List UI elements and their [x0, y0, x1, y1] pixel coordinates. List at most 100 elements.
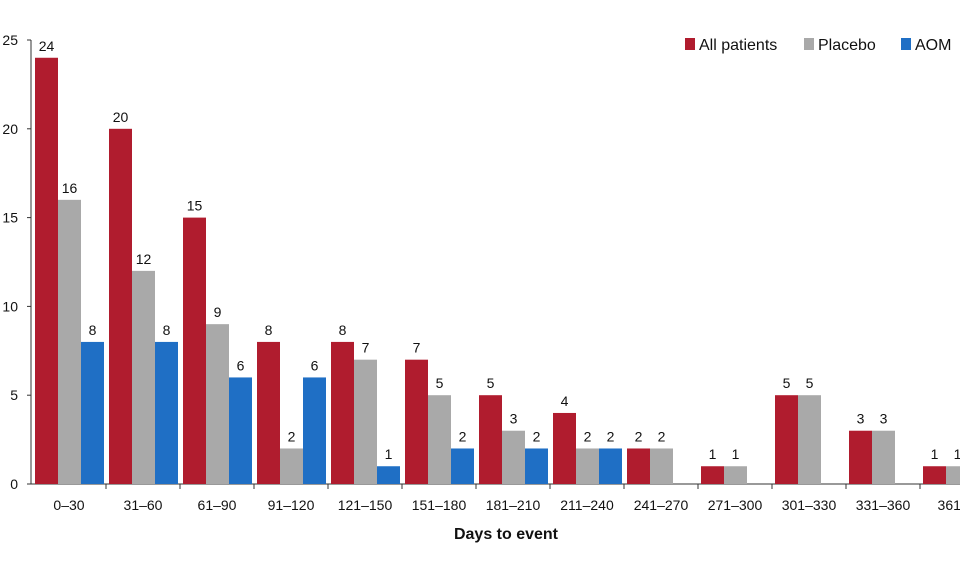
x-tick-label: 181–210	[486, 497, 541, 513]
data-label: 20	[113, 109, 129, 125]
data-label: 12	[136, 251, 152, 267]
bar-aom	[525, 448, 548, 484]
data-label: 15	[187, 198, 203, 214]
data-label: 1	[385, 446, 393, 462]
data-label: 8	[163, 322, 171, 338]
bar-all-patients	[479, 395, 502, 484]
data-label: 2	[658, 428, 666, 444]
y-tick-label: 10	[2, 298, 18, 314]
bar-all-patients	[109, 128, 132, 485]
legend-swatch	[804, 38, 814, 50]
bar-aom	[451, 448, 474, 484]
x-tick-label: 91–120	[268, 497, 315, 513]
bar-placebo	[132, 270, 155, 484]
data-label: 2	[533, 428, 541, 444]
legend-swatch	[901, 38, 911, 50]
data-label: 6	[311, 357, 319, 373]
data-label: 8	[89, 322, 97, 338]
data-label: 6	[237, 357, 245, 373]
data-label: 5	[783, 375, 791, 391]
x-tick-label: 331–360	[856, 497, 911, 513]
legend-label: Placebo	[818, 37, 876, 54]
bar-all-patients	[257, 341, 280, 484]
bar-placebo	[872, 430, 895, 484]
x-tick-label: 0–30	[53, 497, 84, 513]
bar-placebo	[58, 199, 81, 484]
x-tick-label: 121–150	[338, 497, 393, 513]
legend-swatch	[685, 38, 695, 50]
bar-placebo	[502, 430, 525, 484]
y-tick-label: 15	[2, 210, 18, 226]
bar-placebo	[206, 324, 229, 484]
bar-all-patients	[553, 412, 576, 484]
bar-all-patients	[701, 466, 724, 484]
x-tick-label: 271–300	[708, 497, 763, 513]
y-tick-label: 5	[10, 387, 18, 403]
data-label: 3	[857, 411, 865, 427]
bar-placebo	[650, 448, 673, 484]
data-label: 8	[265, 322, 273, 338]
bar-aom	[303, 377, 326, 484]
y-axis-ticks: 0 5 10 15 20 25	[2, 32, 31, 492]
data-label: 5	[806, 375, 814, 391]
bar-all-patients	[849, 430, 872, 484]
data-label: 2	[459, 428, 467, 444]
bar-all-patients	[183, 217, 206, 484]
bar-all-patients	[405, 359, 428, 484]
data-label: 5	[487, 375, 495, 391]
x-axis-title: Days to event	[454, 526, 559, 543]
bar-placebo	[798, 395, 821, 484]
bar-all-patients	[627, 448, 650, 484]
bar-placebo	[354, 359, 377, 484]
data-label: 7	[413, 340, 421, 356]
data-label: 1	[709, 446, 717, 462]
bar-all-patients	[923, 466, 946, 484]
data-label: 3	[510, 411, 518, 427]
data-label: 2	[288, 428, 296, 444]
bar-placebo	[724, 466, 747, 484]
data-label: 9	[214, 304, 222, 320]
x-tick-label: 151–180	[412, 497, 467, 513]
data-label: 1	[931, 446, 939, 462]
bar-aom	[229, 377, 252, 484]
y-tick-label: 25	[2, 32, 18, 48]
data-label: 16	[62, 180, 78, 196]
data-label: 2	[635, 428, 643, 444]
data-label: 8	[339, 322, 347, 338]
legend-label: AOM	[915, 37, 951, 54]
x-tick-label: 241–270	[634, 497, 689, 513]
data-label: 1	[732, 446, 740, 462]
data-label: 5	[436, 375, 444, 391]
x-tick-label: 61–90	[198, 497, 237, 513]
bar-all-patients	[35, 57, 58, 484]
x-tick-label: 31–60	[124, 497, 163, 513]
data-label: 4	[561, 393, 569, 409]
bar-aom	[81, 341, 104, 484]
bar-aom	[155, 341, 178, 484]
legend-label: All patients	[699, 37, 777, 54]
bar-placebo	[946, 466, 960, 484]
x-tick-label: 211–240	[560, 497, 614, 513]
x-axis-ticks: 0–30 31–60 61–90 91–120 121–150 151–180 181–21…	[53, 484, 960, 513]
bar-aom	[599, 448, 622, 484]
bar-aom	[377, 466, 400, 484]
y-tick-label: 0	[10, 476, 18, 492]
data-label: 24	[39, 38, 55, 54]
data-label: 3	[880, 411, 888, 427]
data-label: 7	[362, 340, 370, 356]
data-label: 2	[607, 428, 615, 444]
x-tick-label: 301–330	[782, 497, 837, 513]
bars	[35, 57, 960, 485]
bar-all-patients	[331, 341, 354, 484]
y-tick-label: 20	[2, 121, 18, 137]
bar-placebo	[280, 448, 303, 484]
bar-placebo	[428, 395, 451, 484]
bar-all-patients	[775, 395, 798, 484]
legend: All patients Placebo AOM	[685, 37, 951, 54]
data-label: 1	[954, 446, 960, 462]
bar-placebo	[576, 448, 599, 484]
data-label: 2	[584, 428, 592, 444]
x-tick-label: 361–3	[938, 497, 960, 513]
